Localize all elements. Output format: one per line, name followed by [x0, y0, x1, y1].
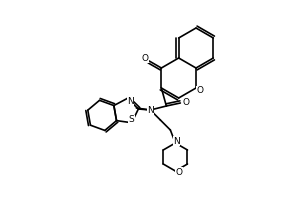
Text: N: N: [173, 137, 180, 146]
Text: O: O: [197, 86, 204, 95]
Text: S: S: [129, 115, 134, 124]
Text: O: O: [141, 54, 148, 63]
Text: O: O: [176, 168, 183, 177]
Text: N: N: [147, 106, 154, 115]
Text: O: O: [183, 98, 190, 107]
Text: N: N: [127, 97, 134, 106]
